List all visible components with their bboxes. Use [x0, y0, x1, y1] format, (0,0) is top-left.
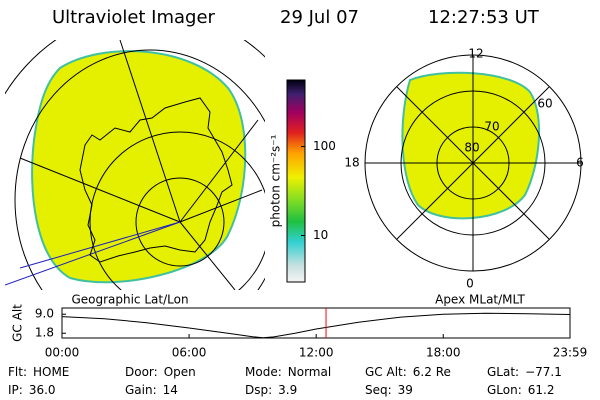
colorbar-tick-label: 10	[313, 228, 328, 242]
status-label: Flt:	[8, 365, 27, 379]
latitude-label: 60	[537, 97, 552, 111]
status-field: Seq: 39	[365, 383, 413, 397]
y-tick-label: 1.8	[35, 326, 54, 340]
mlt-label: 12	[468, 47, 483, 61]
mlt-label: 18	[344, 156, 359, 170]
title: Ultraviolet Imager	[52, 7, 216, 28]
status-value: Open	[164, 365, 196, 379]
polar-plot	[364, 54, 582, 272]
status-field: Flt: HOME	[8, 365, 69, 379]
x-tick-label: 00:00	[45, 346, 80, 360]
x-tick-label: 18:00	[426, 346, 461, 360]
left-label: Geographic Lat/Lon	[71, 293, 188, 307]
x-tick-label: 23:59	[553, 346, 588, 360]
status-label: GLon:	[487, 383, 522, 397]
status-value: HOME	[33, 365, 69, 379]
altitude-frame	[61, 307, 571, 339]
status-label: IP:	[8, 383, 23, 397]
status-value: 36.0	[29, 383, 56, 397]
status-label: Gain:	[125, 383, 157, 397]
status-field: GLat: −77.1	[487, 365, 562, 379]
colorbar-label: photon cm⁻²s⁻¹	[269, 134, 283, 227]
latitude-label: 70	[484, 120, 499, 134]
status-field: Mode: Normal	[245, 365, 331, 379]
status-value: 3.9	[278, 383, 297, 397]
colorbar	[286, 79, 306, 283]
status-label: Mode:	[245, 365, 282, 379]
x-tick-label: 06:00	[172, 346, 207, 360]
status-field: Dsp: 3.9	[245, 383, 297, 397]
latitude-label: 80	[464, 141, 479, 155]
status-field: IP: 36.0	[8, 383, 56, 397]
status-field: Door: Open	[125, 365, 196, 379]
mlt-label: 6	[576, 156, 584, 170]
date: 29 Jul 07	[280, 7, 359, 28]
status-label: Door:	[125, 365, 158, 379]
status-field: GLon: 61.2	[487, 383, 554, 397]
status-value: 39	[398, 383, 413, 397]
status-value: 6.2 Re	[413, 365, 451, 379]
right-label: Apex MLat/MLT	[435, 293, 525, 307]
status-value: 14	[163, 383, 178, 397]
status-label: GC Alt:	[365, 365, 407, 379]
status-label: Seq:	[365, 383, 392, 397]
mlt-label: 0	[466, 277, 474, 291]
status-field: GC Alt: 6.2 Re	[365, 365, 451, 379]
time: 12:27:53 UT	[428, 7, 540, 28]
geographic-image	[5, 40, 265, 290]
status-value: −77.1	[525, 365, 562, 379]
x-tick-label: 12:00	[299, 346, 334, 360]
colorbar-tick-label: 100	[313, 139, 336, 153]
y-tick-label: 9.0	[35, 307, 54, 321]
status-value: 61.2	[528, 383, 555, 397]
status-value: Normal	[288, 365, 331, 379]
status-field: Gain: 14	[125, 383, 178, 397]
status-label: GLat:	[487, 365, 519, 379]
status-label: Dsp:	[245, 383, 272, 397]
altitude-line	[61, 312, 571, 339]
y-axis-label: GC Alt	[11, 304, 25, 342]
